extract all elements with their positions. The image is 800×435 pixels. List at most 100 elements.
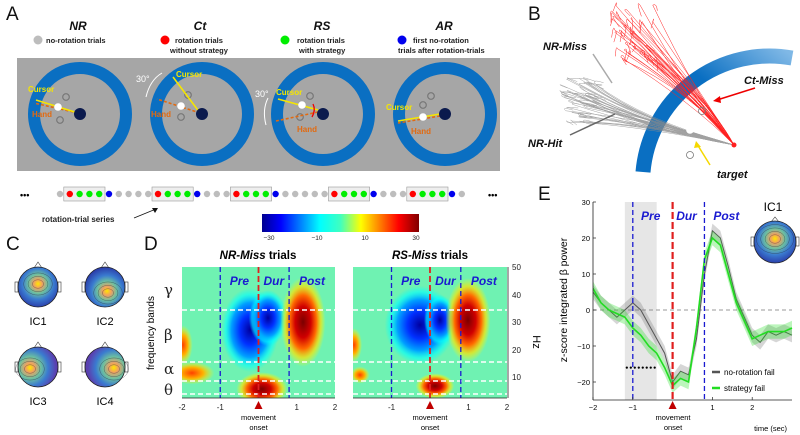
trial-dot-nr — [321, 190, 328, 198]
synchronization-blob — [353, 366, 370, 384]
condition-desc-rs-2: with strategy — [298, 46, 346, 55]
e-topomap-ic1 — [750, 216, 800, 264]
scalp-map — [753, 220, 797, 264]
rs-dot-icon — [280, 35, 290, 45]
hand-label: Hand — [297, 125, 317, 134]
condition-code-ar: AR — [434, 19, 453, 33]
synchronization-blob — [353, 328, 362, 362]
hz-label: Hz — [530, 335, 542, 348]
condition-desc-rs-1: rotation trials — [297, 36, 345, 45]
topomap-ic1: IC1 — [14, 261, 62, 328]
cursor-label: Cursor — [386, 103, 412, 112]
onset-label: onset — [421, 423, 440, 432]
heatmap-nr-miss — [182, 267, 335, 398]
nose-icon — [33, 341, 43, 349]
contour-line — [97, 285, 119, 301]
hand-label: Hand — [32, 110, 52, 119]
x-tick-label: 2 — [505, 403, 510, 412]
target-ring-arc — [635, 48, 794, 173]
topomap-ic2: IC2 — [81, 261, 129, 328]
y-tick-label: 30 — [582, 198, 590, 207]
phase-label: Pre — [401, 274, 421, 288]
rotation-series-box — [151, 186, 194, 202]
significance-marker — [633, 366, 636, 369]
onset-label: onset — [249, 423, 268, 432]
target-label: target — [717, 169, 749, 181]
e-xlabel: time (sec) — [754, 424, 787, 433]
phase-label: Pre — [230, 274, 250, 288]
trial-dot-nr — [203, 190, 211, 198]
panel-label-e: E — [538, 184, 551, 205]
trial-dot-rs — [76, 190, 83, 198]
trial-dot-nr — [125, 190, 132, 198]
x-tick-label: -2 — [178, 403, 186, 412]
onset-label: movement — [412, 413, 448, 422]
trial-dot-nr — [301, 190, 309, 198]
significance-marker — [641, 366, 644, 369]
e-onset-label-2: onset — [664, 423, 683, 432]
trial-dot-rs — [252, 190, 260, 198]
colorbar-tick: 30 — [412, 235, 420, 242]
nose-icon — [100, 261, 110, 269]
trial-dot-nr — [145, 190, 152, 198]
trial-dot-ct — [331, 190, 338, 198]
trial-dot-nr — [115, 190, 123, 198]
rotation-angle-label: 30° — [255, 89, 269, 99]
phase-label: Post — [299, 274, 326, 288]
onset-marker-icon — [254, 401, 263, 409]
scalp-map — [17, 266, 59, 308]
ct-trajectory — [653, 57, 735, 146]
scalp-map — [84, 346, 126, 388]
nr-miss-label: NR-Miss — [543, 41, 587, 53]
trial-dot-rs — [419, 190, 426, 198]
scalp-map — [84, 266, 126, 308]
heatmap-title-rs-miss: RS-Miss trials — [392, 250, 468, 262]
trial-dot-rs — [96, 190, 103, 198]
trial-dot-nr — [135, 190, 142, 198]
contour-line — [769, 234, 781, 244]
y-tick-label: −20 — [577, 378, 590, 387]
topomap-label: IC1 — [29, 316, 46, 328]
ct-trajectory — [652, 4, 735, 146]
ct-trajectory — [639, 49, 735, 146]
rotation-series-box — [230, 186, 272, 202]
panel-label-d: D — [144, 234, 158, 255]
panel-label-a: A — [6, 4, 19, 25]
phase-label: Post — [713, 209, 740, 223]
trial-dot-nr — [56, 190, 64, 198]
ear-icon — [750, 236, 755, 247]
significance-marker — [653, 366, 656, 369]
nr-dot-icon — [33, 35, 43, 45]
trial-dot-nr — [223, 190, 230, 198]
condition-code-rs: RS — [314, 19, 331, 33]
significance-marker — [625, 366, 628, 369]
nr-trajectory — [566, 77, 735, 146]
nr-trajectory — [578, 83, 735, 146]
trial-dot-nr — [458, 190, 465, 198]
band-gamma: γ — [164, 281, 173, 299]
ct-trajectory — [629, 32, 735, 146]
onset-marker-icon — [668, 401, 677, 409]
trial-dot-ct — [409, 190, 416, 198]
series-line-strategy-fail — [593, 236, 793, 387]
ellipsis-left: ••• — [20, 190, 29, 200]
beta-power-chart: Pre Dur Post 30 20 10 0 −10 −20 −2 −1 1 2 — [577, 198, 793, 412]
trial-dot-rs — [86, 190, 93, 198]
y-tick-label: 0 — [586, 306, 590, 315]
nr-trajectory — [583, 81, 735, 146]
significance-marker — [649, 366, 652, 369]
colorbar-tick: −10 — [311, 235, 322, 242]
hz-tick: 50 — [512, 263, 521, 272]
trial-series — [56, 186, 465, 202]
phase-label: Dur — [435, 274, 457, 288]
trial-dot-rs — [439, 190, 446, 198]
contour-line — [108, 364, 120, 374]
trial-dot-rs — [262, 190, 269, 198]
condition-desc-nr: no-rotation trials — [46, 36, 106, 45]
condition-code-nr: NR — [69, 19, 87, 33]
trial-dot-nr — [380, 190, 387, 198]
hz-axis: 50 40 30 20 10 Hz — [507, 263, 542, 398]
phase-label: Dur — [676, 209, 698, 223]
topomap-label: IC4 — [96, 396, 113, 408]
x-tick-label: -1 — [217, 403, 225, 412]
